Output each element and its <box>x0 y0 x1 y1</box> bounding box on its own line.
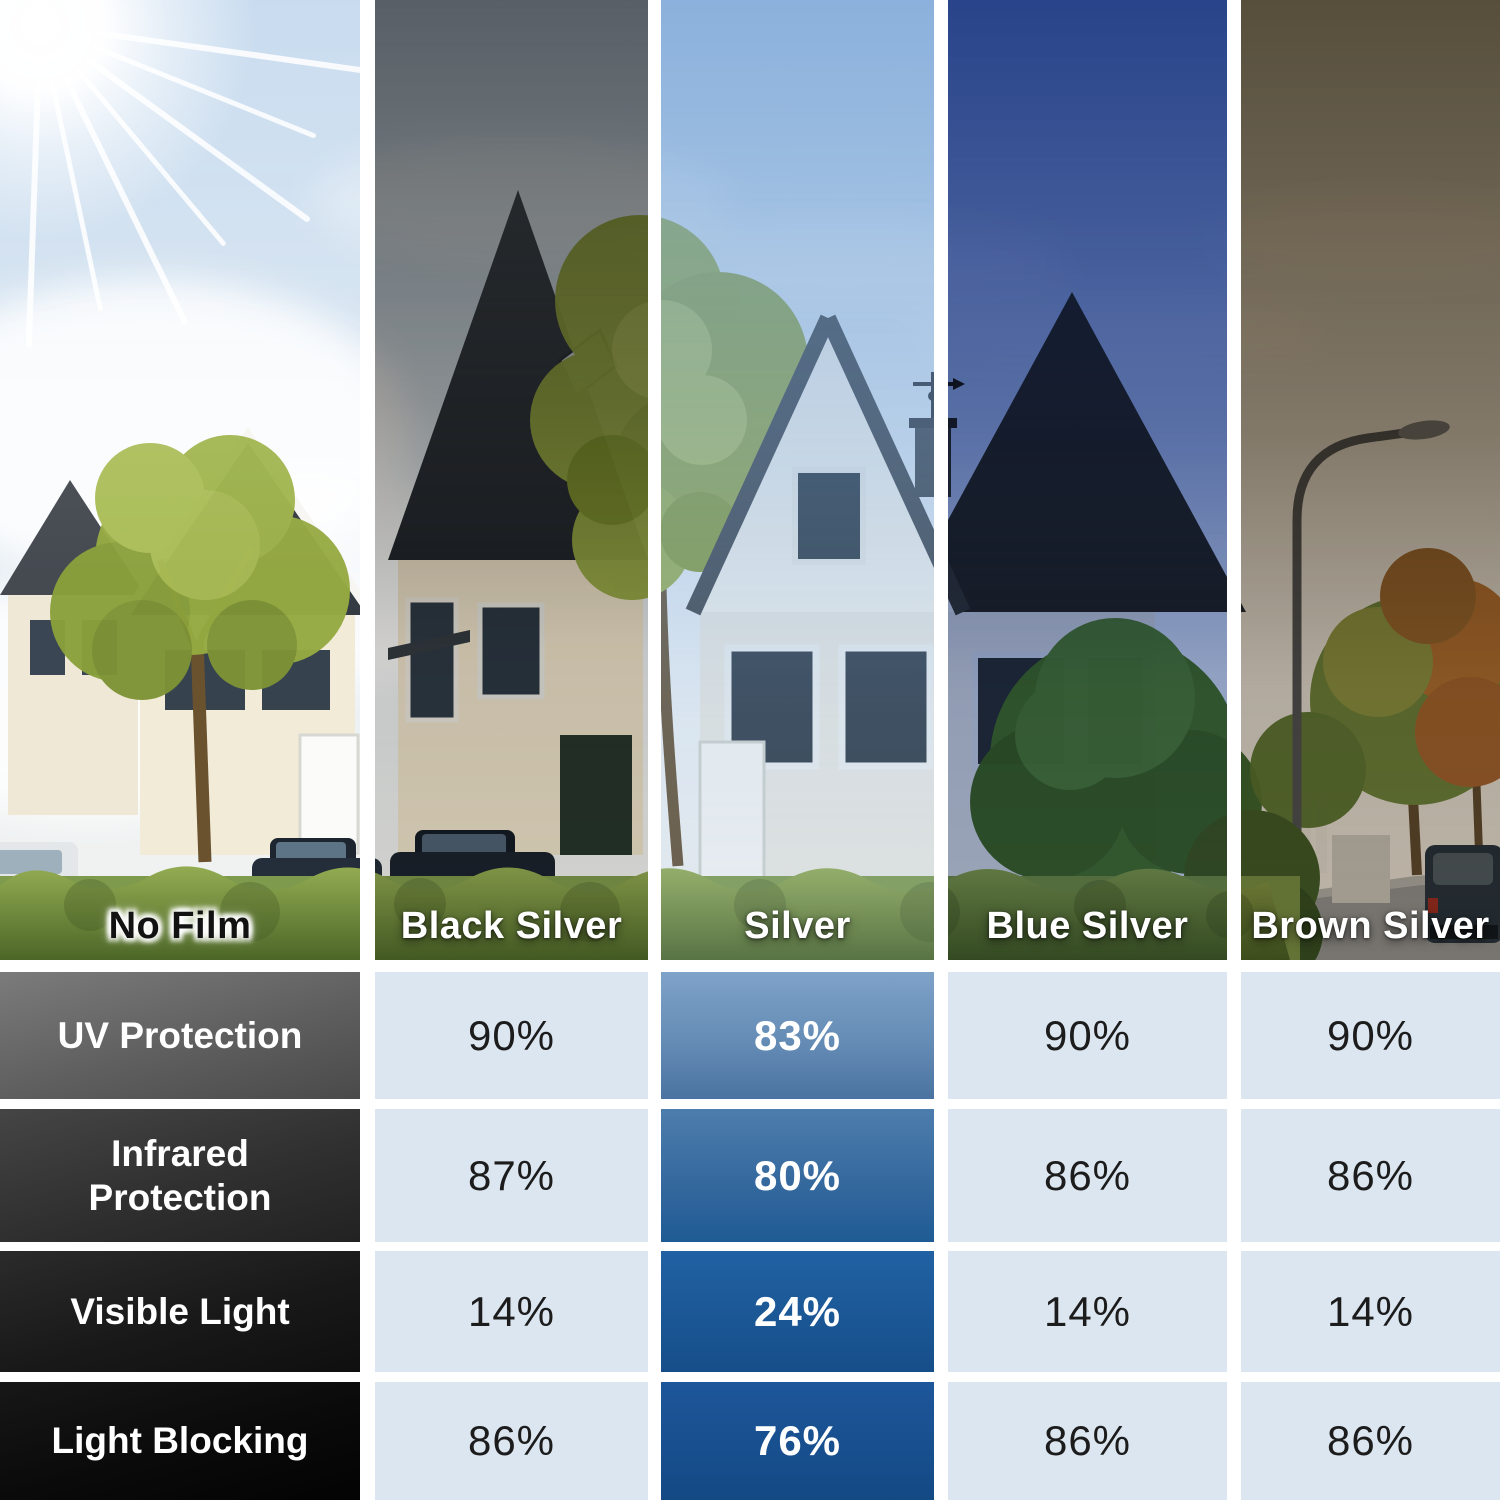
strip-black-silver: Black Silver <box>375 0 648 960</box>
comparison-table: UV Protection 90% 83% 90% 90% Infrared P… <box>0 972 1500 1500</box>
cell-vl-silver: 24% <box>661 1251 934 1372</box>
film-label-silver: Silver <box>744 905 851 947</box>
cell-uv-black-silver: 90% <box>375 972 648 1099</box>
cell-lb-black-silver: 86% <box>375 1382 648 1500</box>
strip-no-film: No Film <box>0 0 360 960</box>
scene-brown-silver <box>1241 0 1500 960</box>
film-label-blue-silver: Blue Silver <box>986 905 1189 947</box>
scene-blue-silver <box>948 0 1227 960</box>
cell-lb-silver: 76% <box>661 1382 934 1500</box>
scene-black-silver <box>375 0 648 960</box>
cell-uv-blue-silver: 90% <box>948 972 1227 1099</box>
photo-comparison: No Film Black Silver Silver Blue Silver … <box>0 0 1500 960</box>
row-label-light-blocking: Light Blocking <box>0 1382 360 1500</box>
cell-vl-blue-silver: 14% <box>948 1251 1227 1372</box>
film-label-brown-silver: Brown Silver <box>1251 905 1490 947</box>
strip-silver: Silver <box>661 0 934 960</box>
cell-ir-blue-silver: 86% <box>948 1109 1227 1242</box>
row-label-visible-light: Visible Light <box>0 1251 360 1372</box>
film-label-black-silver: Black Silver <box>400 905 623 947</box>
scene-silver <box>661 0 934 960</box>
film-label-no-film: No Film <box>108 905 252 947</box>
cell-ir-brown-silver: 86% <box>1241 1109 1500 1242</box>
cell-uv-brown-silver: 90% <box>1241 972 1500 1099</box>
cell-ir-black-silver: 87% <box>375 1109 648 1242</box>
cell-vl-brown-silver: 14% <box>1241 1251 1500 1372</box>
cell-ir-silver: 80% <box>661 1109 934 1242</box>
cell-vl-black-silver: 14% <box>375 1251 648 1372</box>
cell-uv-silver: 83% <box>661 972 934 1099</box>
strip-blue-silver: Blue Silver <box>948 0 1227 960</box>
scene-no-film <box>0 0 360 960</box>
cell-lb-blue-silver: 86% <box>948 1382 1227 1500</box>
cell-lb-brown-silver: 86% <box>1241 1382 1500 1500</box>
row-label-uv-protection: UV Protection <box>0 972 360 1099</box>
row-label-infrared-protection: Infrared Protection <box>0 1109 360 1242</box>
strip-brown-silver: Brown Silver <box>1241 0 1500 960</box>
